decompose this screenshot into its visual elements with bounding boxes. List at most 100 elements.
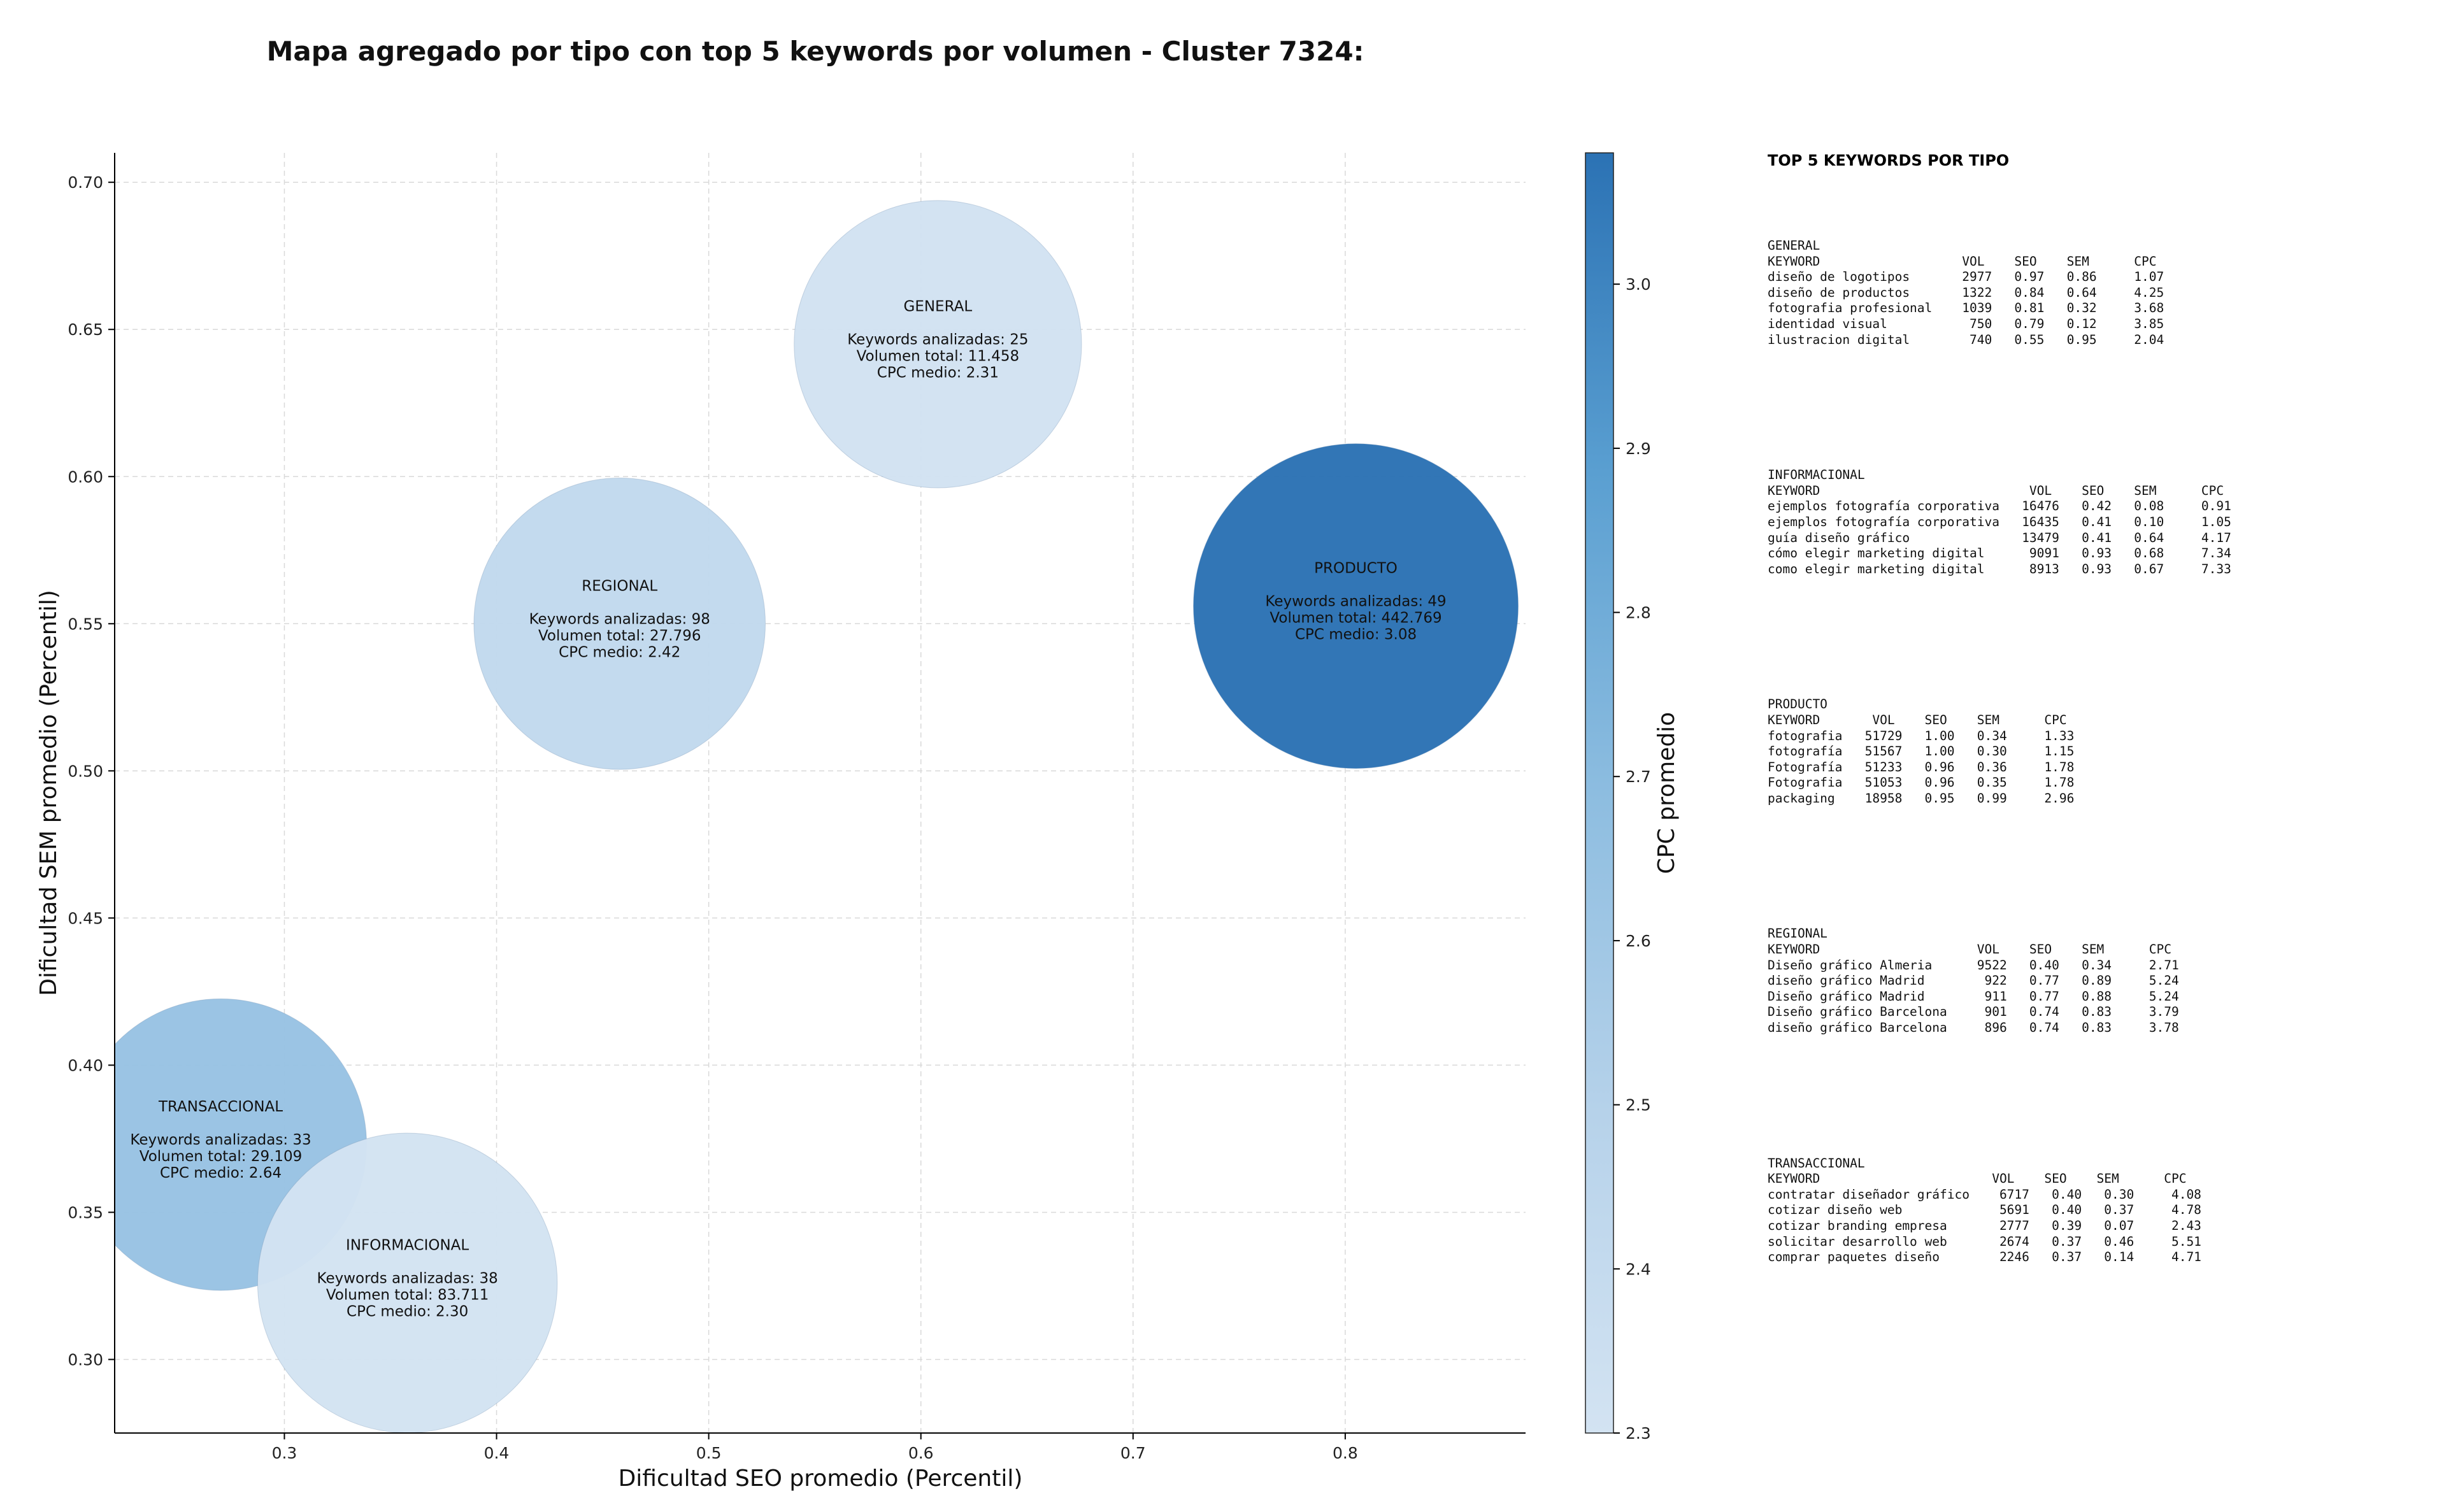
colorbar-label: CPC promedio xyxy=(1654,712,1680,874)
bubble-label-producto: CPC medio: 3.08 xyxy=(1295,627,1417,643)
bubble-label-general: GENERAL xyxy=(904,298,973,315)
chart-title: Mapa agregado por tipo con top 5 keyword… xyxy=(266,36,1364,67)
x-tick-label: 0.5 xyxy=(696,1444,722,1462)
keyword-row: ejemplos fotografía corporativa 16476 0.… xyxy=(1768,499,2231,514)
keyword-row: diseño gráfico Madrid 922 0.77 0.89 5.24 xyxy=(1768,973,2179,988)
y-tick-label: 0.45 xyxy=(68,909,103,927)
keyword-row: ilustracion digital 740 0.55 0.95 2.04 xyxy=(1768,332,2164,347)
x-tick-label: 0.3 xyxy=(272,1444,297,1462)
bubble-label-transaccional: TRANSACCIONAL xyxy=(158,1099,283,1115)
keyword-row: fotografía 51567 1.00 0.30 1.15 xyxy=(1768,744,2075,759)
keyword-row: Diseño gráfico Madrid 911 0.77 0.88 5.24 xyxy=(1768,988,2179,1004)
y-tick-label: 0.55 xyxy=(68,615,103,633)
keyword-row: Fotografia 51053 0.96 0.35 1.78 xyxy=(1768,775,2075,790)
keyword-row: comprar paquetes diseño 2246 0.37 0.14 4… xyxy=(1768,1250,2201,1265)
block-header: KEYWORD VOL SEO SEM CPC xyxy=(1768,1171,2187,1187)
keyword-row: diseño de logotipos 2977 0.97 0.86 1.07 xyxy=(1768,269,2164,285)
colorbar-tick-label: 2.6 xyxy=(1626,932,1651,950)
keyword-row: contratar diseñador gráfico 6717 0.40 0.… xyxy=(1768,1187,2201,1202)
bubble-label-regional: Volumen total: 27.796 xyxy=(538,627,701,644)
x-tick-label: 0.4 xyxy=(484,1444,510,1462)
keyword-row: diseño gráfico Barcelona 896 0.74 0.83 3… xyxy=(1768,1020,2179,1036)
x-axis-label: Dificultad SEO promedio (Percentil) xyxy=(619,1466,1023,1492)
x-tick-label: 0.6 xyxy=(908,1444,934,1462)
bubbles xyxy=(115,200,1519,1433)
bubble-label-regional: CPC medio: 2.42 xyxy=(559,644,680,660)
keywords-block-producto: PRODUCTO KEYWORD VOL SEO SEM CPC fotogra… xyxy=(1768,697,2430,806)
y-tick-label: 0.65 xyxy=(68,320,103,339)
block-name: PRODUCTO xyxy=(1768,697,1827,712)
y-tick-label: 0.35 xyxy=(68,1203,103,1222)
block-header: KEYWORD VOL SEO SEM CPC xyxy=(1768,483,2224,498)
keyword-row: guía diseño gráfico 13479 0.41 0.64 4.17 xyxy=(1768,530,2231,545)
bubble-label-transaccional: Keywords analizadas: 33 xyxy=(130,1132,311,1148)
bubble-label-transaccional: CPC medio: 2.64 xyxy=(160,1165,282,1181)
colorbar-tick-label: 2.9 xyxy=(1626,439,1651,458)
colorbar-tick-label: 2.7 xyxy=(1626,767,1651,786)
keyword-row: Fotografía 51233 0.96 0.36 1.78 xyxy=(1768,759,2075,774)
bubble-label-regional: REGIONAL xyxy=(582,578,657,594)
y-axis-label: Dificultad SEM promedio (Percentil) xyxy=(36,590,62,996)
y-tick-label: 0.70 xyxy=(68,173,103,192)
keyword-row: diseño de productos 1322 0.84 0.64 4.25 xyxy=(1768,285,2164,300)
block-header: KEYWORD VOL SEO SEM CPC xyxy=(1768,712,2067,727)
bubble-label-regional: Keywords analizadas: 98 xyxy=(529,611,710,627)
keywords-block-informacional: INFORMACIONAL KEYWORD VOL SEO SEM CPC ej… xyxy=(1768,467,2430,577)
bubble-label-producto: Keywords analizadas: 49 xyxy=(1265,594,1446,610)
bubble-label-general: Keywords analizadas: 25 xyxy=(847,331,1028,348)
keywords-block-general: GENERAL KEYWORD VOL SEO SEM CPC diseño d… xyxy=(1768,238,2430,348)
keywords-block-transaccional: TRANSACCIONAL KEYWORD VOL SEO SEM CPC co… xyxy=(1768,1156,2430,1266)
bubble-label-informacional: CPC medio: 2.30 xyxy=(347,1303,468,1320)
keyword-row: Diseño gráfico Barcelona 901 0.74 0.83 3… xyxy=(1768,1004,2179,1020)
block-name: INFORMACIONAL xyxy=(1768,467,1865,483)
block-name: REGIONAL xyxy=(1768,926,1827,941)
bubble-label-producto: PRODUCTO xyxy=(1314,560,1398,577)
bubble-label-transaccional: Volumen total: 29.109 xyxy=(139,1148,303,1165)
top-keywords-title: TOP 5 KEYWORDS POR TIPO xyxy=(1768,152,2010,169)
axes xyxy=(114,153,1526,1434)
x-ticks: 0.3 0.4 0.5 0.6 0.7 0.8 xyxy=(272,1433,1358,1462)
bubble-label-informacional: Volumen total: 83.711 xyxy=(326,1287,489,1303)
colorbar-tick-label: 3.0 xyxy=(1626,275,1651,294)
keyword-row: packaging 18958 0.95 0.99 2.96 xyxy=(1768,790,2075,806)
colorbar-gradient xyxy=(1585,152,1614,1434)
bubble-label-general: CPC medio: 2.31 xyxy=(877,364,999,381)
bubble-producto[interactable] xyxy=(1193,443,1519,769)
bubble-general[interactable] xyxy=(794,200,1082,489)
keyword-row: como elegir marketing digital 8913 0.93 … xyxy=(1768,561,2231,576)
bubble-label-general: Volumen total: 11.458 xyxy=(857,348,1020,364)
keyword-row: ejemplos fotografía corporativa 16435 0.… xyxy=(1768,514,2231,529)
x-tick-label: 0.8 xyxy=(1333,1444,1358,1462)
block-name: TRANSACCIONAL xyxy=(1768,1155,1865,1171)
bubble-label-producto: Volumen total: 442.769 xyxy=(1269,610,1441,627)
keyword-row: cotizar diseño web 5691 0.40 0.37 4.78 xyxy=(1768,1202,2201,1218)
top-keywords-panel: TOP 5 KEYWORDS POR TIPO GENERAL KEYWORD … xyxy=(1768,152,2430,1385)
block-header: KEYWORD VOL SEO SEM CPC xyxy=(1768,942,2171,957)
keyword-row: fotografia 51729 1.00 0.34 1.33 xyxy=(1768,728,2075,743)
x-tick-label: 0.7 xyxy=(1120,1444,1146,1462)
y-tick-label: 0.40 xyxy=(68,1056,103,1074)
block-name: GENERAL xyxy=(1768,238,1820,253)
y-tick-label: 0.30 xyxy=(68,1350,103,1369)
keyword-row: cotizar branding empresa 2777 0.39 0.07 … xyxy=(1768,1218,2201,1233)
colorbar-tick-label: 2.4 xyxy=(1626,1260,1651,1278)
y-tick-label: 0.50 xyxy=(68,762,103,780)
keywords-block-regional: REGIONAL KEYWORD VOL SEO SEM CPC Diseño … xyxy=(1768,926,2430,1036)
keyword-row: identidad visual 750 0.79 0.12 3.85 xyxy=(1768,316,2164,331)
bubble-regional[interactable] xyxy=(473,478,766,770)
bubble-label-informacional: Keywords analizadas: 38 xyxy=(317,1270,498,1287)
keyword-row: Diseño gráfico Almeria 9522 0.40 0.34 2.… xyxy=(1768,957,2179,973)
keyword-row: solicitar desarrollo web 2674 0.37 0.46 … xyxy=(1768,1234,2201,1249)
colorbar: 2.3 2.4 2.5 2.6 2.7 2.8 2.9 3.0 CPC promedio xyxy=(1585,152,1680,1443)
colorbar-tick-label: 2.8 xyxy=(1626,604,1651,622)
block-header: KEYWORD VOL SEO SEM CPC xyxy=(1768,253,2157,269)
y-ticks: 0.30 0.35 0.40 0.45 0.50 0.55 0.60 0.65 0.70 xyxy=(68,173,115,1369)
colorbar-ticks: 2.3 2.4 2.5 2.6 2.7 2.8 2.9 3.0 xyxy=(1613,275,1651,1443)
bubble-label-informacional: INFORMACIONAL xyxy=(346,1237,469,1253)
colorbar-tick-label: 2.5 xyxy=(1626,1096,1651,1115)
y-tick-label: 0.60 xyxy=(68,467,103,486)
keyword-row: fotografia profesional 1039 0.81 0.32 3.… xyxy=(1768,301,2164,316)
keyword-row: cómo elegir marketing digital 9091 0.93 … xyxy=(1768,546,2231,561)
